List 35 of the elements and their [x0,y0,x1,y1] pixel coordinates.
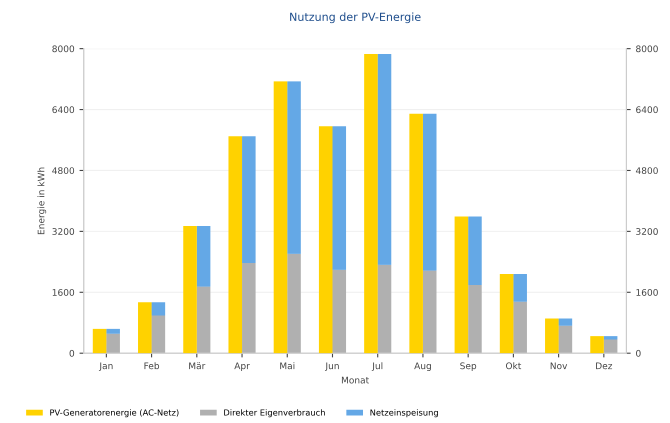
y-tick-label: 3200 [52,228,74,235]
bar [378,264,392,354]
y2-tick-label: 6400 [636,106,658,114]
x-tick-label: Jul [372,362,382,371]
y-tick-label: 1600 [52,289,74,296]
x-tick-label: Mai [280,362,294,370]
x-tick-label: Feb [144,362,160,370]
y-tick-label: 0 [70,350,74,357]
x-axis-title: Monat [342,376,369,384]
y2-tick-label: 0 [636,350,641,357]
bar [604,336,618,340]
y-tick-label: 4800 [52,167,74,174]
y2-tick-label: 4800 [636,167,658,174]
x-tick-label: Sep [460,362,476,371]
y2-tick-label: 1600 [636,289,658,296]
y-axis-title: Energie in kWh [37,168,46,234]
y-tick-label: 6400 [52,106,74,114]
bar [152,302,166,316]
y2-tick-label: 8000 [636,45,658,52]
x-tick-label: Jan [98,362,113,371]
bar [106,328,120,334]
x-tick-label: Dez [596,362,612,370]
y2-tick-label: 3200 [636,228,658,235]
x-tick-label: Nov [550,362,568,370]
x-tick-label: Jun [324,362,339,371]
y-tick-label: 8000 [52,45,74,52]
x-tick-label: Apr [234,362,250,371]
legend-label: Direkter Eigenverbrauch [224,409,325,418]
bar [558,318,572,326]
x-tick-label: Okt [506,362,522,370]
legend-label: PV-Generatorenergie (AC-Netz) [50,409,178,418]
x-tick-label: Aug [414,362,431,371]
x-tick-label: Mär [189,362,206,370]
chart-title: Nutzung der PV-Energie [290,12,421,24]
legend-label: Netzeinspeisung [370,409,438,418]
